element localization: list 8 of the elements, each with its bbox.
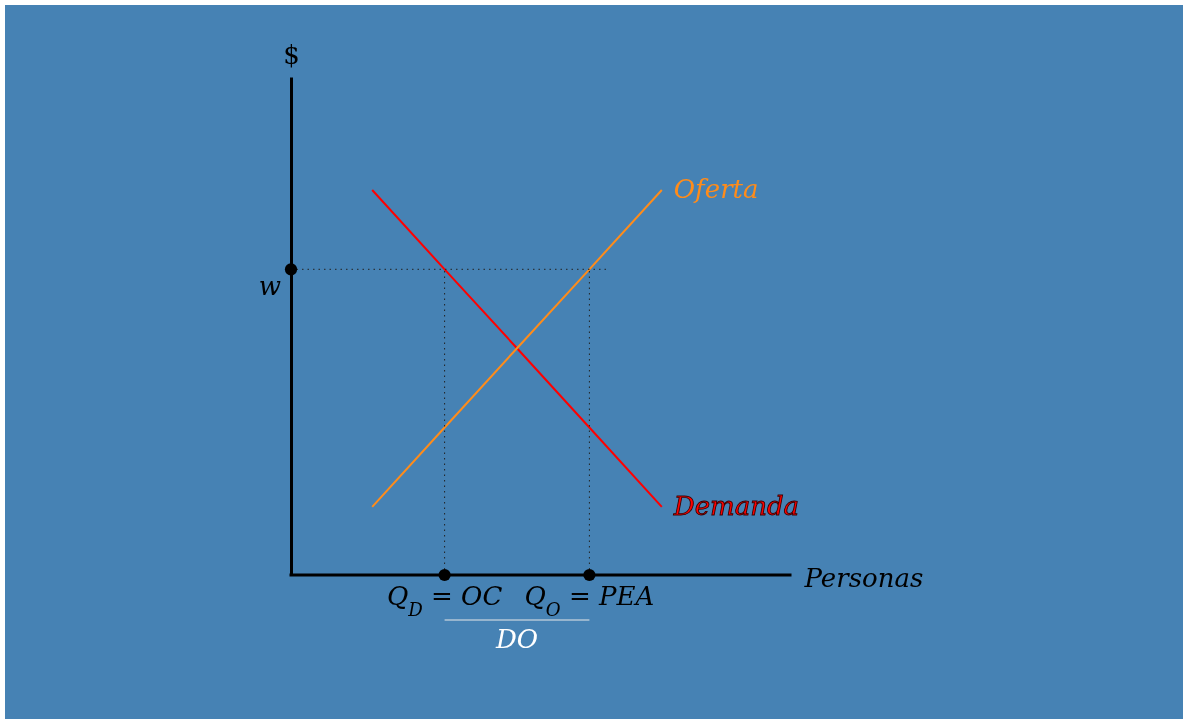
ref-line-label: w (258, 271, 281, 302)
y-axis-title: $ (283, 39, 300, 70)
series-label: Oferta (673, 174, 759, 204)
x-axis-title: Personas (803, 562, 924, 593)
x-tick-label: Q$_{O}$ = PEA (524, 580, 655, 619)
series-label: Demanda (672, 490, 800, 521)
x-tick-label: Q$_{D}$ = OC (386, 580, 503, 619)
text: DO (494, 624, 539, 654)
